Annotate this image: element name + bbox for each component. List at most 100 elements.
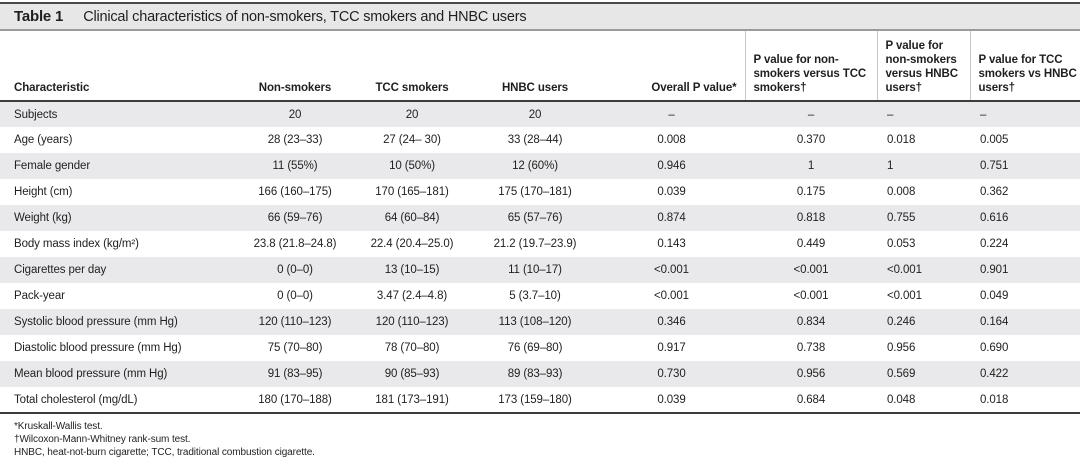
table-cell: 0.053 bbox=[887, 238, 916, 251]
table-cell: 5 (3.7–10) bbox=[509, 290, 561, 303]
table-cell: 0.005 bbox=[980, 134, 1009, 147]
table-cell: 173 (159–180) bbox=[472, 387, 598, 415]
table-cell: 0 (0–0) bbox=[277, 290, 313, 303]
column-header-p-tcc-vs-hnbc: P value for TCC smokers vs HNBC users† bbox=[969, 31, 1080, 103]
table-row: Systolic blood pressure (mm Hg) 120 (110–… bbox=[0, 309, 1080, 336]
table-cell: 13 (10–15) bbox=[384, 264, 440, 277]
table-label: Table 1 bbox=[14, 8, 64, 25]
table-cell: 120 (110–123) bbox=[258, 316, 332, 329]
table-cell: 0 (0–0) bbox=[277, 264, 313, 277]
table-header: Characteristic Non-smokers TCC smokers H… bbox=[0, 31, 1080, 103]
table-title-bar: Table 1 Clinical characteristics of non-… bbox=[0, 2, 1080, 31]
table-cell: 0.684 bbox=[745, 387, 877, 415]
table-cell: 113 (108–120) bbox=[498, 316, 572, 329]
table-cell: 0.616 bbox=[980, 212, 1009, 225]
table-cell: 89 (83–93) bbox=[507, 368, 563, 381]
footnote-wilcoxon: †Wilcoxon-Mann-Whitney rank-sum test. bbox=[14, 434, 191, 446]
table-cell: <0.001 bbox=[793, 290, 829, 303]
footnote-abbreviations: HNBC, heat-not-burn cigarette; TCC, trad… bbox=[14, 447, 315, 457]
table-row: Mean blood pressure (mm Hg) 91 (83–95) 90 … bbox=[0, 361, 1080, 388]
table-cell: 0.738 bbox=[796, 342, 826, 355]
table-cell: 0.039 bbox=[598, 387, 745, 415]
table-cell: <0.001 bbox=[654, 264, 689, 277]
characteristic-cell: Female gender bbox=[14, 160, 91, 173]
table-row: Cigarettes per day 0 (0–0) 13 (10–15) 11 (1… bbox=[0, 257, 1080, 284]
clinical-characteristics-table: Characteristic Non-smokers TCC smokers H… bbox=[0, 31, 1080, 415]
table-cell: 0.246 bbox=[887, 316, 916, 329]
table-cell: 181 (173–191) bbox=[352, 387, 472, 415]
table-cell: 0.751 bbox=[980, 160, 1009, 173]
characteristic-cell: Mean blood pressure (mm Hg) bbox=[14, 368, 168, 381]
table-cell: 20 bbox=[288, 108, 302, 121]
table-cell: 0.018 bbox=[970, 387, 1080, 415]
table-title: Clinical characteristics of non-smokers,… bbox=[83, 8, 527, 25]
table-cell: <0.001 bbox=[887, 264, 922, 277]
characteristic-cell: Pack-year bbox=[14, 290, 65, 303]
table-cell: – bbox=[980, 108, 987, 121]
table-cell: 1 bbox=[887, 160, 894, 173]
characteristic-cell: Total cholesterol (mg/dL) bbox=[0, 387, 238, 415]
table-row: Female gender 11 (55%) 10 (50%) 12 (60%) 0.9… bbox=[0, 153, 1080, 180]
table-cell: 20 bbox=[528, 108, 542, 121]
table-cell: 64 (60–84) bbox=[384, 212, 440, 225]
table-cell: 11 (10–17) bbox=[508, 264, 562, 277]
table-cell: 78 (70–80) bbox=[384, 342, 440, 355]
table-cell: 27 (24– 30) bbox=[383, 134, 441, 147]
table-cell: 0.755 bbox=[887, 212, 916, 225]
table-cell: 0.690 bbox=[980, 342, 1009, 355]
table-row: Age (years) 28 (23–33) 27 (24– 30) 33 (28–4… bbox=[0, 127, 1080, 153]
table-cell: 180 (170–188) bbox=[238, 387, 352, 415]
column-header-characteristic: Characteristic bbox=[0, 31, 238, 103]
table-cell: 0.164 bbox=[980, 316, 1009, 329]
table-cell: 0.018 bbox=[887, 134, 916, 147]
column-header-tcc-smokers: TCC smokers bbox=[352, 31, 472, 103]
table-cell: <0.001 bbox=[654, 290, 689, 303]
table-cell: 0.039 bbox=[657, 186, 686, 199]
table-cell: 0.346 bbox=[657, 316, 686, 329]
table-cell: 3.47 (2.4–4.8) bbox=[376, 290, 448, 303]
table-cell: 23.8 (21.8–24.8) bbox=[253, 238, 337, 251]
characteristic-cell: Subjects bbox=[14, 108, 58, 121]
table-cell: 22.4 (20.4–25.0) bbox=[370, 238, 454, 251]
table-cell: 91 (83–95) bbox=[267, 368, 323, 381]
characteristic-cell: Body mass index (kg/m²) bbox=[14, 238, 139, 251]
table-body: Subjects 20 20 20 – – – – Age (years) 28 (23–33) 2… bbox=[0, 101, 1080, 415]
table-cell: 0.049 bbox=[980, 290, 1009, 303]
table-row: Total cholesterol (mg/dL) 180 (170–188) 18… bbox=[0, 387, 1080, 415]
table-cell: 0.730 bbox=[657, 368, 686, 381]
footnote-kruskall-wallis: *Kruskall-Wallis test. bbox=[14, 421, 103, 433]
table-cell: <0.001 bbox=[887, 290, 922, 303]
table-cell: 20 bbox=[405, 108, 419, 121]
table-row: Height (cm) 166 (160–175) 170 (165–181) 175… bbox=[0, 179, 1080, 205]
header-row: Characteristic Non-smokers TCC smokers H… bbox=[0, 31, 1080, 103]
table-cell: 120 (110–123) bbox=[375, 316, 449, 329]
table-cell: 0.834 bbox=[796, 316, 826, 329]
table-cell: 0.917 bbox=[657, 342, 686, 355]
characteristic-cell: Cigarettes per day bbox=[14, 264, 107, 277]
column-header-p-nonsmokers-vs-tcc: P value for non-smokers versus TCC smoke… bbox=[744, 31, 877, 103]
table-cell: 175 (170–181) bbox=[498, 186, 572, 199]
table-cell: 0.224 bbox=[980, 238, 1009, 251]
table-cell: – bbox=[807, 108, 815, 121]
table-row: Pack-year 0 (0–0) 3.47 (2.4–4.8) 5 (3.7–10)… bbox=[0, 283, 1080, 309]
table-cell: 0.370 bbox=[796, 134, 826, 147]
table-cell: 0.956 bbox=[796, 368, 826, 381]
table-cell: 0.874 bbox=[657, 212, 686, 225]
table-cell: 65 (57–76) bbox=[507, 212, 563, 225]
column-header-overall-p-value: Overall P value* bbox=[598, 31, 745, 103]
table-cell: – bbox=[668, 108, 675, 121]
characteristic-cell: Weight (kg) bbox=[14, 212, 72, 225]
table-cell: 0.008 bbox=[887, 186, 916, 199]
table-cell: 0.048 bbox=[877, 387, 970, 415]
table-cell: <0.001 bbox=[793, 264, 829, 277]
table-cell: 0.422 bbox=[980, 368, 1009, 381]
table-cell: 170 (165–181) bbox=[375, 186, 449, 199]
characteristic-cell: Diastolic blood pressure (mm Hg) bbox=[14, 342, 182, 355]
table-row: Body mass index (kg/m²) 23.8 (21.8–24.8) 2… bbox=[0, 231, 1080, 257]
characteristic-cell: Height (cm) bbox=[14, 186, 73, 199]
table-cell: 76 (69–80) bbox=[507, 342, 563, 355]
table-cell: 66 (59–76) bbox=[267, 212, 323, 225]
table-cell: 90 (85–93) bbox=[384, 368, 440, 381]
characteristic-cell: Age (years) bbox=[14, 134, 73, 147]
